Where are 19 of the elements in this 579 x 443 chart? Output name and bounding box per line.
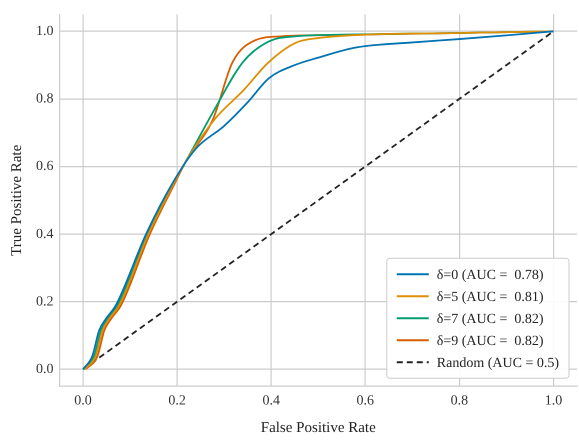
legend-label: δ=5 (AUC = 0.81)	[436, 290, 544, 305]
x-tick-label: 0.6	[356, 393, 374, 408]
legend-label: δ=9 (AUC = 0.82)	[436, 334, 544, 349]
x-tick-label: 0.0	[74, 393, 92, 408]
legend-label: δ=0 (AUC = 0.78)	[436, 268, 544, 283]
y-tick-label: 0.8	[36, 92, 54, 107]
y-tick-label: 0.2	[36, 294, 54, 310]
y-tick-label: 0.0	[36, 362, 54, 377]
legend-label: Random (AUC = 0.5)	[436, 356, 560, 371]
y-tick-label: 1.0	[36, 24, 54, 39]
x-tick-label: 0.2	[168, 393, 186, 408]
x-tick-label: 0.8	[450, 393, 468, 408]
x-axis-title: False Positive Rate	[260, 420, 376, 436]
x-tick-label: 1.0	[544, 393, 562, 408]
legend-label: δ=7 (AUC = 0.82)	[436, 312, 544, 327]
x-tick-label: 0.4	[262, 393, 280, 408]
y-tick-label: 0.6	[36, 159, 54, 174]
y-axis-title: True Positive Rate	[8, 144, 25, 256]
y-tick-label: 0.4	[36, 226, 54, 242]
